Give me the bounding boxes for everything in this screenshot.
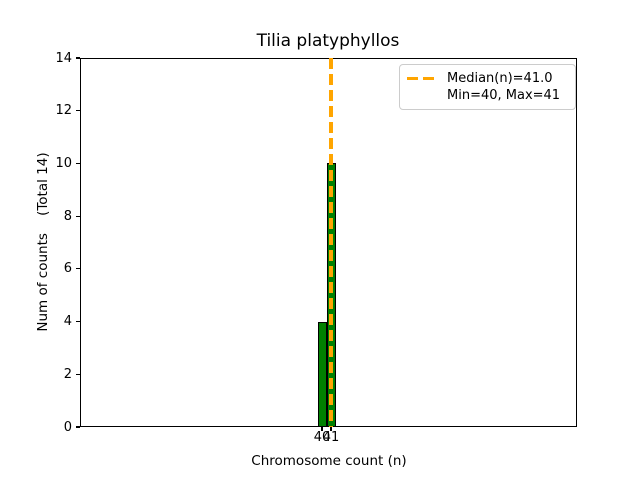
legend-entry-minmax: Min=40, Max=41 <box>407 87 567 104</box>
y-tick-label: 12 <box>55 103 72 119</box>
y-tick-mark <box>76 162 80 165</box>
y-tick-label: 6 <box>63 261 72 277</box>
x-tick-label: 41 <box>322 430 340 445</box>
x-tick-label: 40 <box>313 430 331 445</box>
y-tick-label: 0 <box>63 419 72 435</box>
legend-sample-blank <box>407 94 437 98</box>
y-tick-mark <box>76 268 80 270</box>
y-axis-label: Num of counts (Total 14) <box>35 152 51 332</box>
legend-label-minmax: Min=40, Max=41 <box>447 88 561 103</box>
y-tick-mark <box>76 57 80 59</box>
y-tick-mark <box>76 320 80 323</box>
median-dashed-line-sample <box>407 76 437 81</box>
y-tick-label: 8 <box>63 208 72 224</box>
x-axis-label: Chromosome count (n) <box>251 453 407 469</box>
y-tick-mark <box>76 373 80 375</box>
y-tick-label: 14 <box>55 50 72 66</box>
histogram-bar <box>317 321 327 427</box>
chart-title: Tilia platyphyllos <box>256 31 400 51</box>
y-tick-label: 4 <box>63 314 72 330</box>
legend-label-median: Median(n)=41.0 <box>447 71 553 86</box>
legend: Median(n)=41.0 Min=40, Max=41 <box>399 64 576 110</box>
x-tick-mark <box>330 427 332 431</box>
y-tick-mark <box>76 215 80 217</box>
y-tick-mark <box>76 426 80 428</box>
legend-entry-median: Median(n)=41.0 <box>407 70 567 87</box>
x-tick-mark <box>321 427 323 431</box>
median-line <box>329 58 333 427</box>
y-tick-mark <box>76 110 80 112</box>
y-tick-label: 2 <box>63 366 72 382</box>
y-tick-label: 10 <box>55 155 72 171</box>
